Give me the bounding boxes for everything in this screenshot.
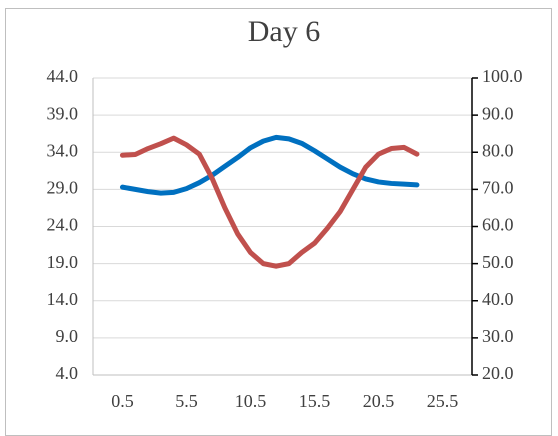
x-tick-label: 25.5: [427, 391, 459, 411]
y-tick-label: 24.0: [47, 215, 79, 235]
series-line: [119, 135, 420, 269]
chart-title: Day 6: [248, 15, 320, 48]
y2-tick-label: 30.0: [482, 326, 514, 346]
x-tick-label: 20.5: [363, 391, 395, 411]
y2-tick-label: 60.0: [482, 215, 514, 235]
y2-tick-label: 40.0: [482, 289, 514, 309]
y-tick-label: 14.0: [47, 289, 79, 309]
y2-tick-label: 70.0: [482, 178, 514, 198]
y2-tick-label: 100.0: [482, 66, 523, 86]
x-tick-label: 0.5: [111, 391, 134, 411]
x-tick-label: 15.5: [299, 391, 331, 411]
y-tick-label: 9.0: [56, 326, 79, 346]
y-tick-label: 29.0: [47, 178, 79, 198]
series-line: [119, 134, 420, 196]
y-tick-label: 19.0: [47, 252, 79, 272]
y-tick-label: 34.0: [47, 140, 79, 160]
y2-tick-label: 20.0: [482, 363, 514, 383]
chart-border: [5, 8, 552, 436]
y-tick-label: 39.0: [47, 103, 79, 123]
y-tick-label: 4.0: [56, 363, 79, 383]
y2-tick-label: 90.0: [482, 103, 514, 123]
x-tick-label: 10.5: [235, 391, 267, 411]
x-tick-label: 5.5: [175, 391, 198, 411]
y2-tick-label: 50.0: [482, 252, 514, 272]
y2-tick-label: 80.0: [482, 140, 514, 160]
y-tick-label: 44.0: [47, 66, 79, 86]
